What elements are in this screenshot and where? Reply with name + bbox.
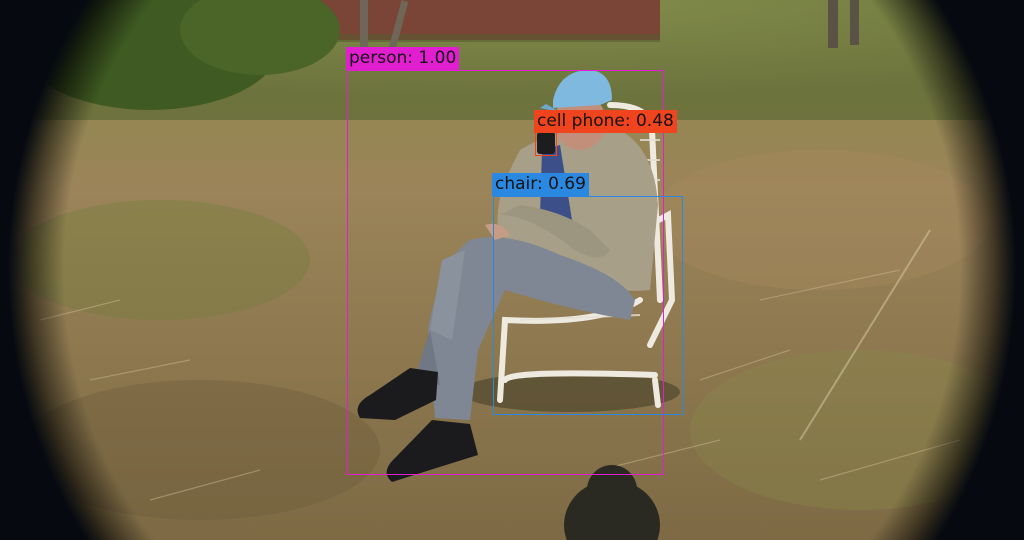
chair-detection-label: chair: 0.69	[492, 173, 589, 196]
cell-phone-detection-label: cell phone: 0.48	[534, 110, 677, 133]
person-detection-label: person: 1.00	[346, 47, 459, 70]
